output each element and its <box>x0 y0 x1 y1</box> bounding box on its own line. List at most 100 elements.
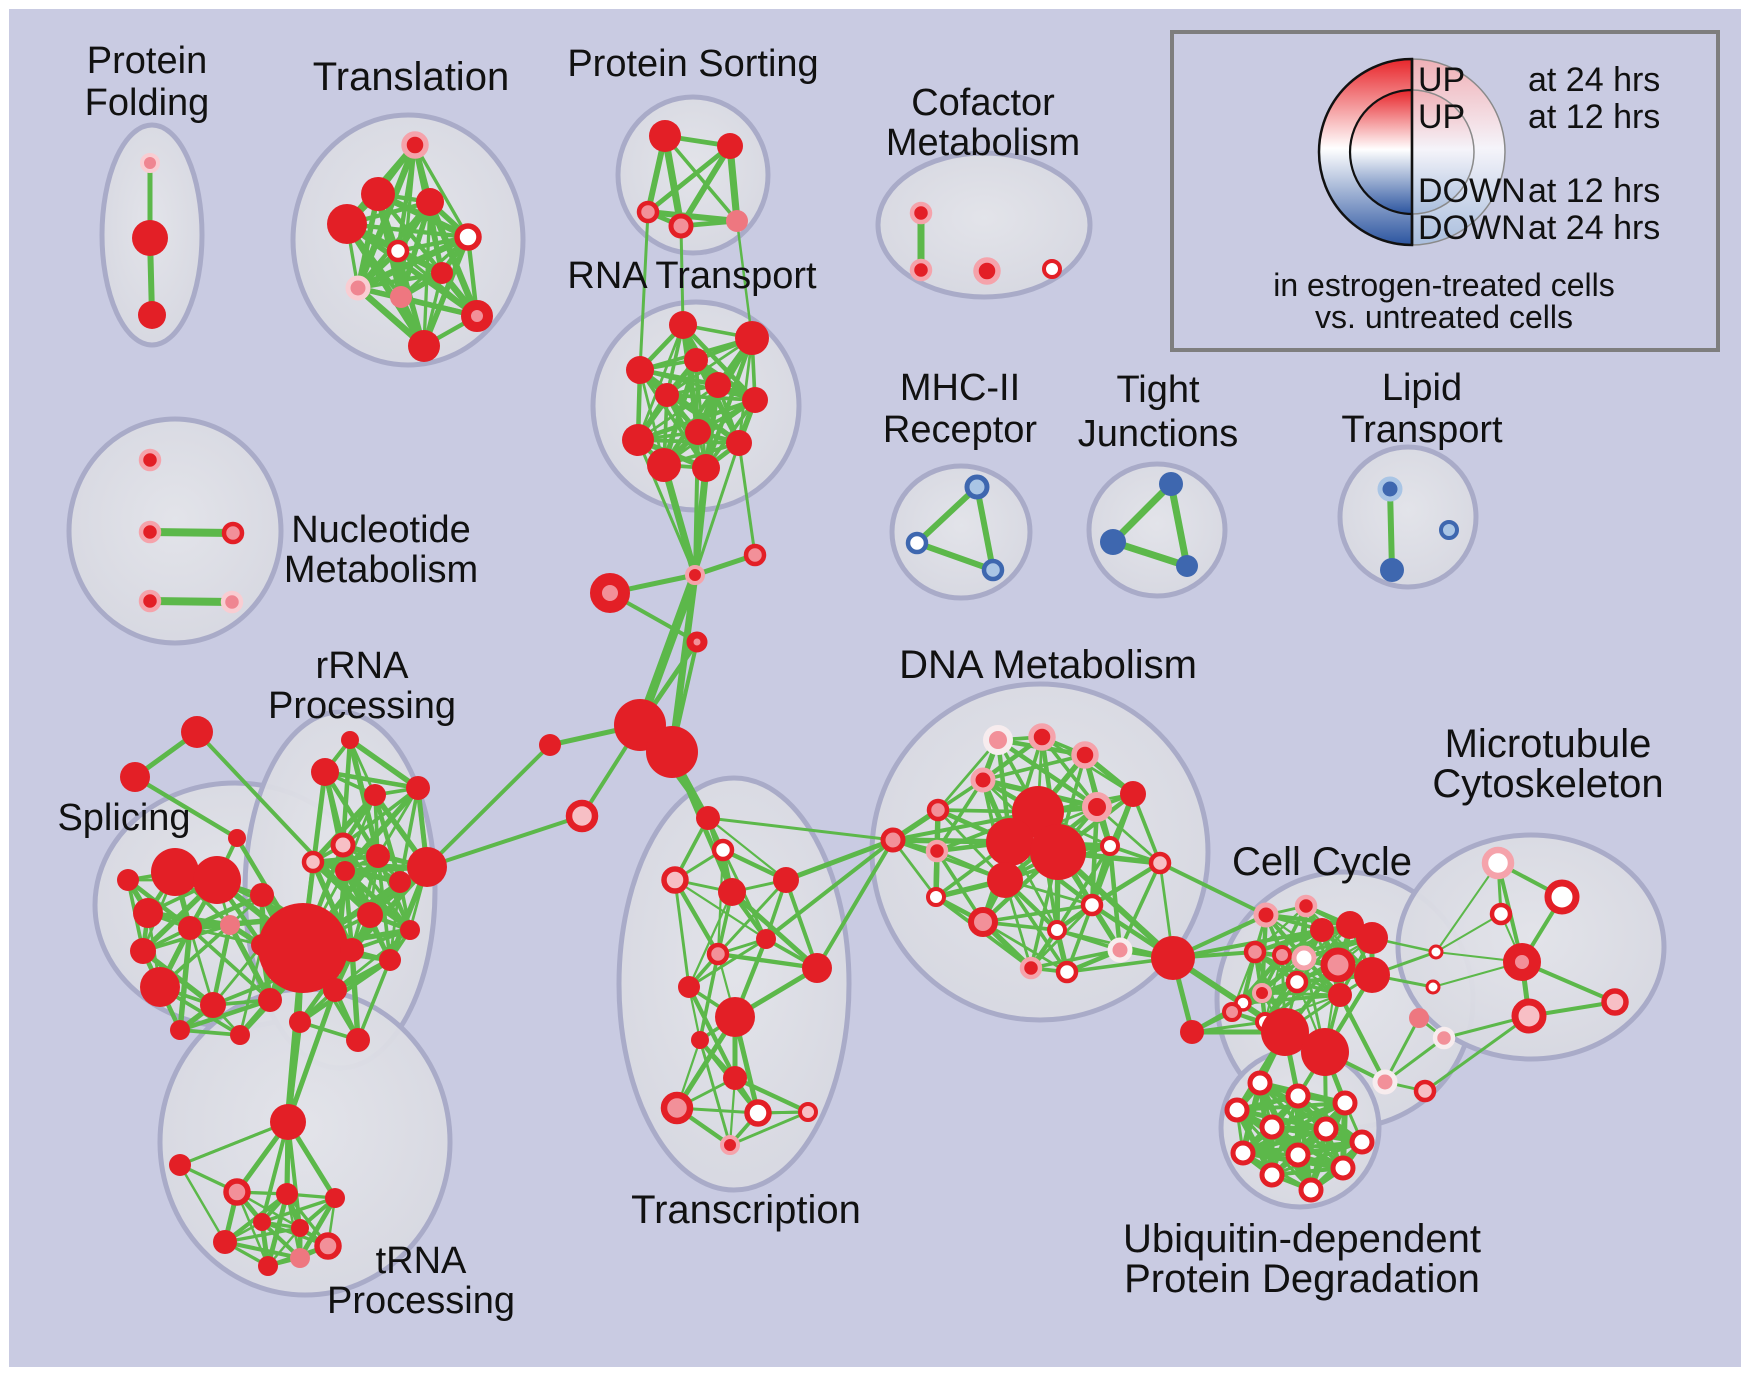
network-edge <box>323 770 420 790</box>
network-edge <box>693 430 700 577</box>
red-node <box>742 387 768 413</box>
cluster-label-protein-sorting: Protein Sorting <box>567 43 818 85</box>
white-redring-node <box>1259 1114 1285 1140</box>
red-node <box>289 1011 311 1033</box>
network-edge <box>672 877 721 957</box>
network-edge <box>396 249 479 318</box>
network-edge <box>678 143 733 229</box>
network-edge <box>285 987 338 1125</box>
white-redring-node <box>1544 879 1580 915</box>
red-node <box>647 448 681 482</box>
red-node <box>170 1020 190 1040</box>
network-edge <box>735 219 754 340</box>
red-node <box>357 902 383 928</box>
legend-direction-label: DOWN <box>1418 172 1526 210</box>
lightpink-redring-node <box>1413 1079 1437 1103</box>
network-edge <box>645 143 733 215</box>
network-edge <box>783 837 896 883</box>
network-edge <box>1253 923 1352 954</box>
red-node <box>718 878 746 906</box>
network-edge <box>1253 904 1308 954</box>
network-edge <box>238 943 264 1037</box>
cluster-label-tight-junctions: Tight Junctions <box>1078 369 1239 455</box>
network-edge <box>665 393 757 402</box>
red-node <box>335 861 355 881</box>
network-edge <box>1109 480 1175 546</box>
network-edge <box>732 1075 811 1115</box>
pink-redring-node <box>743 543 767 567</box>
red-node <box>327 204 367 244</box>
blue-lightring-node <box>1377 476 1403 502</box>
white-redring-node <box>1230 1140 1256 1166</box>
red-node <box>1120 781 1146 807</box>
network-edge <box>679 224 685 327</box>
network-edge <box>355 270 445 291</box>
cluster-ellipse-cofactor-metabolism <box>875 150 1093 300</box>
red-pinkring-node <box>1071 741 1099 769</box>
network-edge <box>693 441 741 577</box>
network-edge <box>638 210 650 372</box>
network-edge <box>1435 913 1502 953</box>
pink-lightring-node <box>345 275 371 301</box>
network-edge <box>974 484 996 573</box>
network-edge <box>660 461 699 579</box>
cluster-ellipse-mhc-ii-receptor <box>889 463 1033 601</box>
cluster-label-transcription: Transcription <box>631 1188 861 1232</box>
pink-node <box>726 210 748 232</box>
pink-redring-node <box>1243 940 1267 964</box>
pink-whitering-node <box>1107 937 1133 963</box>
network-edge <box>635 570 700 730</box>
white-redring-node <box>1285 1083 1311 1109</box>
red-node <box>691 1031 709 1049</box>
network-edge <box>687 890 734 989</box>
red-node <box>1030 824 1086 880</box>
red-node <box>416 188 444 216</box>
network-edge <box>663 134 739 223</box>
red-node <box>692 454 720 482</box>
red-node <box>325 1188 345 1208</box>
network-edge <box>177 997 273 1033</box>
lightpink-redring-node <box>1511 998 1547 1034</box>
network-edge <box>636 438 741 445</box>
red-pinkring-node <box>401 131 429 159</box>
red-node <box>1354 957 1390 993</box>
legend-time-label: at 12 hrs <box>1528 172 1660 210</box>
network-edge <box>356 958 392 1042</box>
network-edge <box>737 441 757 557</box>
legend-time-label: at 12 hrs <box>1528 98 1660 136</box>
red-node <box>622 424 654 456</box>
red-node <box>151 848 199 896</box>
red-node <box>169 1154 191 1176</box>
network-edge <box>687 937 768 989</box>
red-pinkring-node <box>909 201 933 225</box>
network-edge <box>1263 912 1353 928</box>
white-redring-node <box>1330 1155 1356 1181</box>
network-edge <box>178 1028 242 1037</box>
legend-time-label: at 24 hrs <box>1528 209 1660 247</box>
network-edge <box>1107 843 1123 953</box>
red-pinkring-node <box>1253 902 1279 928</box>
red-node <box>649 120 681 152</box>
pink-redring-node <box>1320 947 1356 983</box>
red-node <box>291 1219 309 1237</box>
network-edge <box>673 878 691 989</box>
cluster-label-rrna-processing: rRNA Processing <box>268 645 456 727</box>
white-redring-node <box>1428 944 1444 960</box>
pink-redring-node <box>1272 945 1292 965</box>
network-edge <box>333 928 412 992</box>
network-edge <box>265 1191 290 1269</box>
red-node <box>1180 1020 1204 1044</box>
legend-direction-label: UP <box>1418 98 1465 136</box>
white-redring-node <box>1042 259 1062 279</box>
red-node <box>340 938 364 962</box>
cluster-label-translation: Translation <box>313 55 509 99</box>
red-node <box>193 856 241 904</box>
network-edge <box>344 221 480 319</box>
red-node <box>717 133 743 159</box>
red-node <box>987 862 1023 898</box>
red-node <box>1151 936 1195 980</box>
network-edge <box>146 597 236 606</box>
network-edge <box>1118 861 1162 952</box>
